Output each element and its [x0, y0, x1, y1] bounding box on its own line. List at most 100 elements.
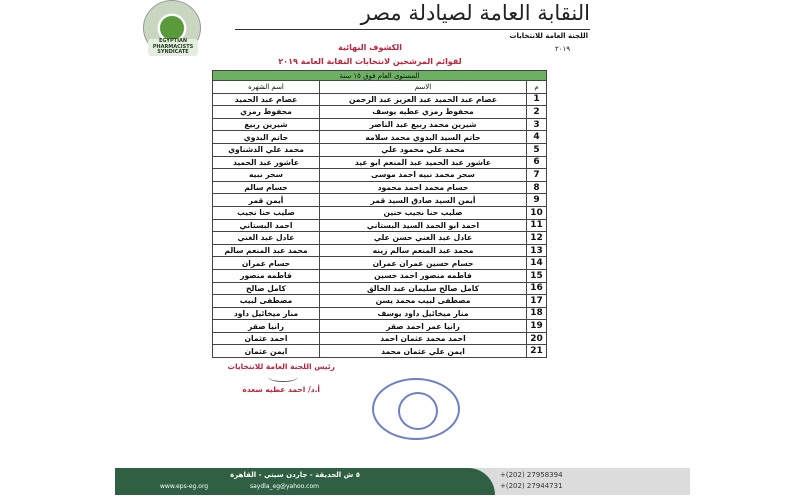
table-row: 14 حسام حسين عمران عمران حسام عمران	[212, 256, 547, 270]
row-number: 14	[526, 256, 547, 270]
candidate-name: شيرين محمد ربيع عبد الناصر	[319, 117, 527, 132]
syndicate-logo: EGYPTIAN PHARMACISTS SYNDICATE	[143, 0, 201, 56]
logo-text: EGYPTIAN PHARMACISTS SYNDICATE	[148, 38, 198, 56]
candidate-nickname: حسام سالم	[212, 180, 320, 195]
candidate-name: رانيا عمر احمد صقر	[319, 319, 527, 333]
table-row: 20 احمد محمد عثمان احمد احمد عثمان	[212, 331, 547, 346]
candidate-nickname: عادل عبد الغني	[212, 231, 320, 245]
table-row: 17 مصطفى لبيب محمد يسن مصطفى لبيب	[212, 294, 547, 308]
row-number: 19	[526, 319, 547, 333]
footer-address-band	[115, 468, 495, 495]
footer-fax: +(202) 27944731	[500, 482, 563, 490]
table-row: 15 فاطمه منصور احمد حسين فاطمه منصور	[212, 268, 547, 283]
table-row: 11 احمد ابو الحمد السيد البستاني احمد البس…	[212, 218, 547, 233]
candidate-nickname: أيمن قمر	[212, 193, 320, 207]
table-row: 13 محمد عبد المنعم سالم زينه محمد عبد المن…	[212, 243, 547, 258]
table-row: 4 حاتم السيد البدوي محمد سلامه حاتم البدوي	[212, 130, 547, 144]
candidate-nickname: مصطفى لبيب	[212, 294, 320, 308]
row-number: 17	[526, 294, 547, 308]
candidate-name: عصام عبد الحميد عبد العزيز عبد الرحمن	[319, 92, 527, 107]
row-number: 11	[526, 218, 547, 233]
signature-title: رئيس اللجنة العامة للانتخابات	[227, 362, 335, 371]
candidate-name: عاشور عبد الحميد عبد المنعم ابو عيد	[319, 155, 527, 170]
candidate-nickname: منار ميخائيل داود	[212, 306, 320, 321]
candidate-nickname: كامل صالح	[212, 281, 320, 296]
doc-title: الكشوف النهائية	[337, 43, 403, 52]
candidate-name: منار ميخائيل داود يوسف	[319, 306, 527, 321]
footer-phone: +(202) 27958394	[500, 471, 563, 479]
candidate-nickname: حاتم البدوي	[212, 130, 320, 144]
signature-scribble	[268, 372, 298, 382]
candidate-name: فاطمه منصور احمد حسين	[319, 268, 527, 283]
candidate-nickname: شيرين ربيع	[212, 117, 320, 132]
table-row: 8 حسام محمد احمد محمود حسام سالم	[212, 180, 547, 195]
candidate-nickname: احمد البستاني	[212, 218, 320, 233]
footer-website: www.eps-eg.org	[160, 483, 209, 490]
table-row: 18 منار ميخائيل داود يوسف منار ميخائيل داو…	[212, 306, 547, 321]
org-name: النقابة العامة لصيادلة مصر	[360, 1, 591, 25]
row-number: 21	[526, 344, 547, 359]
table-row: 3 شيرين محمد ربيع عبد الناصر شيرين ربيع	[212, 117, 547, 132]
candidate-nickname: عصام عبد الحميد	[212, 92, 320, 107]
official-seal	[372, 378, 460, 440]
table-row: 2 محفوظ رمزي عطيه يوسف محفوظ رمزي	[212, 105, 547, 119]
footer-address: ٥ ش الحديقة - جاردن سيتي - القاهرة	[230, 471, 360, 479]
col-name: الاسم	[319, 80, 527, 94]
row-number: 5	[526, 142, 547, 157]
candidate-nickname: محمد علي الدشناوي	[212, 142, 320, 157]
table-row: 12 عادل عبد الغني حسن علي عادل عبد الغني	[212, 231, 547, 245]
header-divider	[235, 29, 590, 30]
col-nickname: اسم الشهره	[212, 80, 320, 94]
candidate-nickname: حسام عمران	[212, 256, 320, 270]
year: ٢٠١٩	[554, 45, 570, 53]
candidates-table: المستوى العام فوق ١٥ سنة م الاسم اسم الش…	[212, 70, 547, 359]
row-number: 9	[526, 193, 547, 207]
candidate-name: أيمن السيد صادق السيد قمر	[319, 193, 527, 207]
row-number: 4	[526, 130, 547, 144]
candidate-nickname: احمد عثمان	[212, 331, 320, 346]
candidate-nickname: محفوظ رمزي	[212, 105, 320, 119]
candidate-name: حسام حسين عمران عمران	[319, 256, 527, 270]
candidate-name: محفوظ رمزي عطيه يوسف	[319, 105, 527, 119]
row-number: 3	[526, 117, 547, 132]
table-row: 10 صليب حنا نجيب حنين صليب حنا نجيب	[212, 205, 547, 220]
candidate-name: محمد عبد المنعم سالم زينه	[319, 243, 527, 258]
table-row: 16 كامل صالح سليمان عبد الخالق كامل صالح	[212, 281, 547, 296]
table-row: 9 أيمن السيد صادق السيد قمر أيمن قمر	[212, 193, 547, 207]
row-number: 18	[526, 306, 547, 321]
table-row: 5 محمد علي محمود علي محمد علي الدشناوي	[212, 142, 547, 157]
table-row: 19 رانيا عمر احمد صقر رانيا صقر	[212, 319, 547, 333]
candidate-nickname: عاشور عبد الحميد	[212, 155, 320, 170]
row-number: 16	[526, 281, 547, 296]
candidate-name: ايمن علي عثمان محمد	[319, 344, 527, 359]
footer-email: saydla_eg@yahoo.com	[250, 483, 319, 490]
candidate-nickname: فاطمه منصور	[212, 268, 320, 283]
row-number: 12	[526, 231, 547, 245]
col-number: م	[526, 80, 547, 94]
candidate-name: صليب حنا نجيب حنين	[319, 205, 527, 220]
row-number: 7	[526, 168, 547, 182]
candidate-name: حسام محمد احمد محمود	[319, 180, 527, 195]
candidate-name: محمد علي محمود علي	[319, 142, 527, 157]
candidate-name: كامل صالح سليمان عبد الخالق	[319, 281, 527, 296]
candidate-nickname: صليب حنا نجيب	[212, 205, 320, 220]
candidate-name: حاتم السيد البدوي محمد سلامه	[319, 130, 527, 144]
table-row: 21 ايمن علي عثمان محمد ايمن عثمان	[212, 344, 547, 359]
candidate-name: احمد محمد عثمان احمد	[319, 331, 527, 346]
row-number: 8	[526, 180, 547, 195]
table-row: 7 سحر محمد نبيه احمد موسى سحر نبيه	[212, 168, 547, 182]
row-number: 13	[526, 243, 547, 258]
candidate-name: سحر محمد نبيه احمد موسى	[319, 168, 527, 182]
signature-name: أ.د/ احمد عطيه سعده	[242, 385, 320, 394]
row-number: 1	[526, 92, 547, 107]
row-number: 6	[526, 155, 547, 170]
row-number: 15	[526, 268, 547, 283]
committee-name: اللجنة العامة للانتخابات	[509, 32, 589, 40]
table-row: 1 عصام عبد الحميد عبد العزيز عبد الرحمن عص…	[212, 92, 547, 107]
table-band: المستوى العام فوق ١٥ سنة	[212, 70, 547, 81]
candidate-name: احمد ابو الحمد السيد البستاني	[319, 218, 527, 233]
doc-subtitle: لقوائم المرشحين لانتخابات النقابة العامة…	[278, 57, 462, 66]
row-number: 2	[526, 105, 547, 119]
row-number: 10	[526, 205, 547, 220]
row-number: 20	[526, 331, 547, 346]
